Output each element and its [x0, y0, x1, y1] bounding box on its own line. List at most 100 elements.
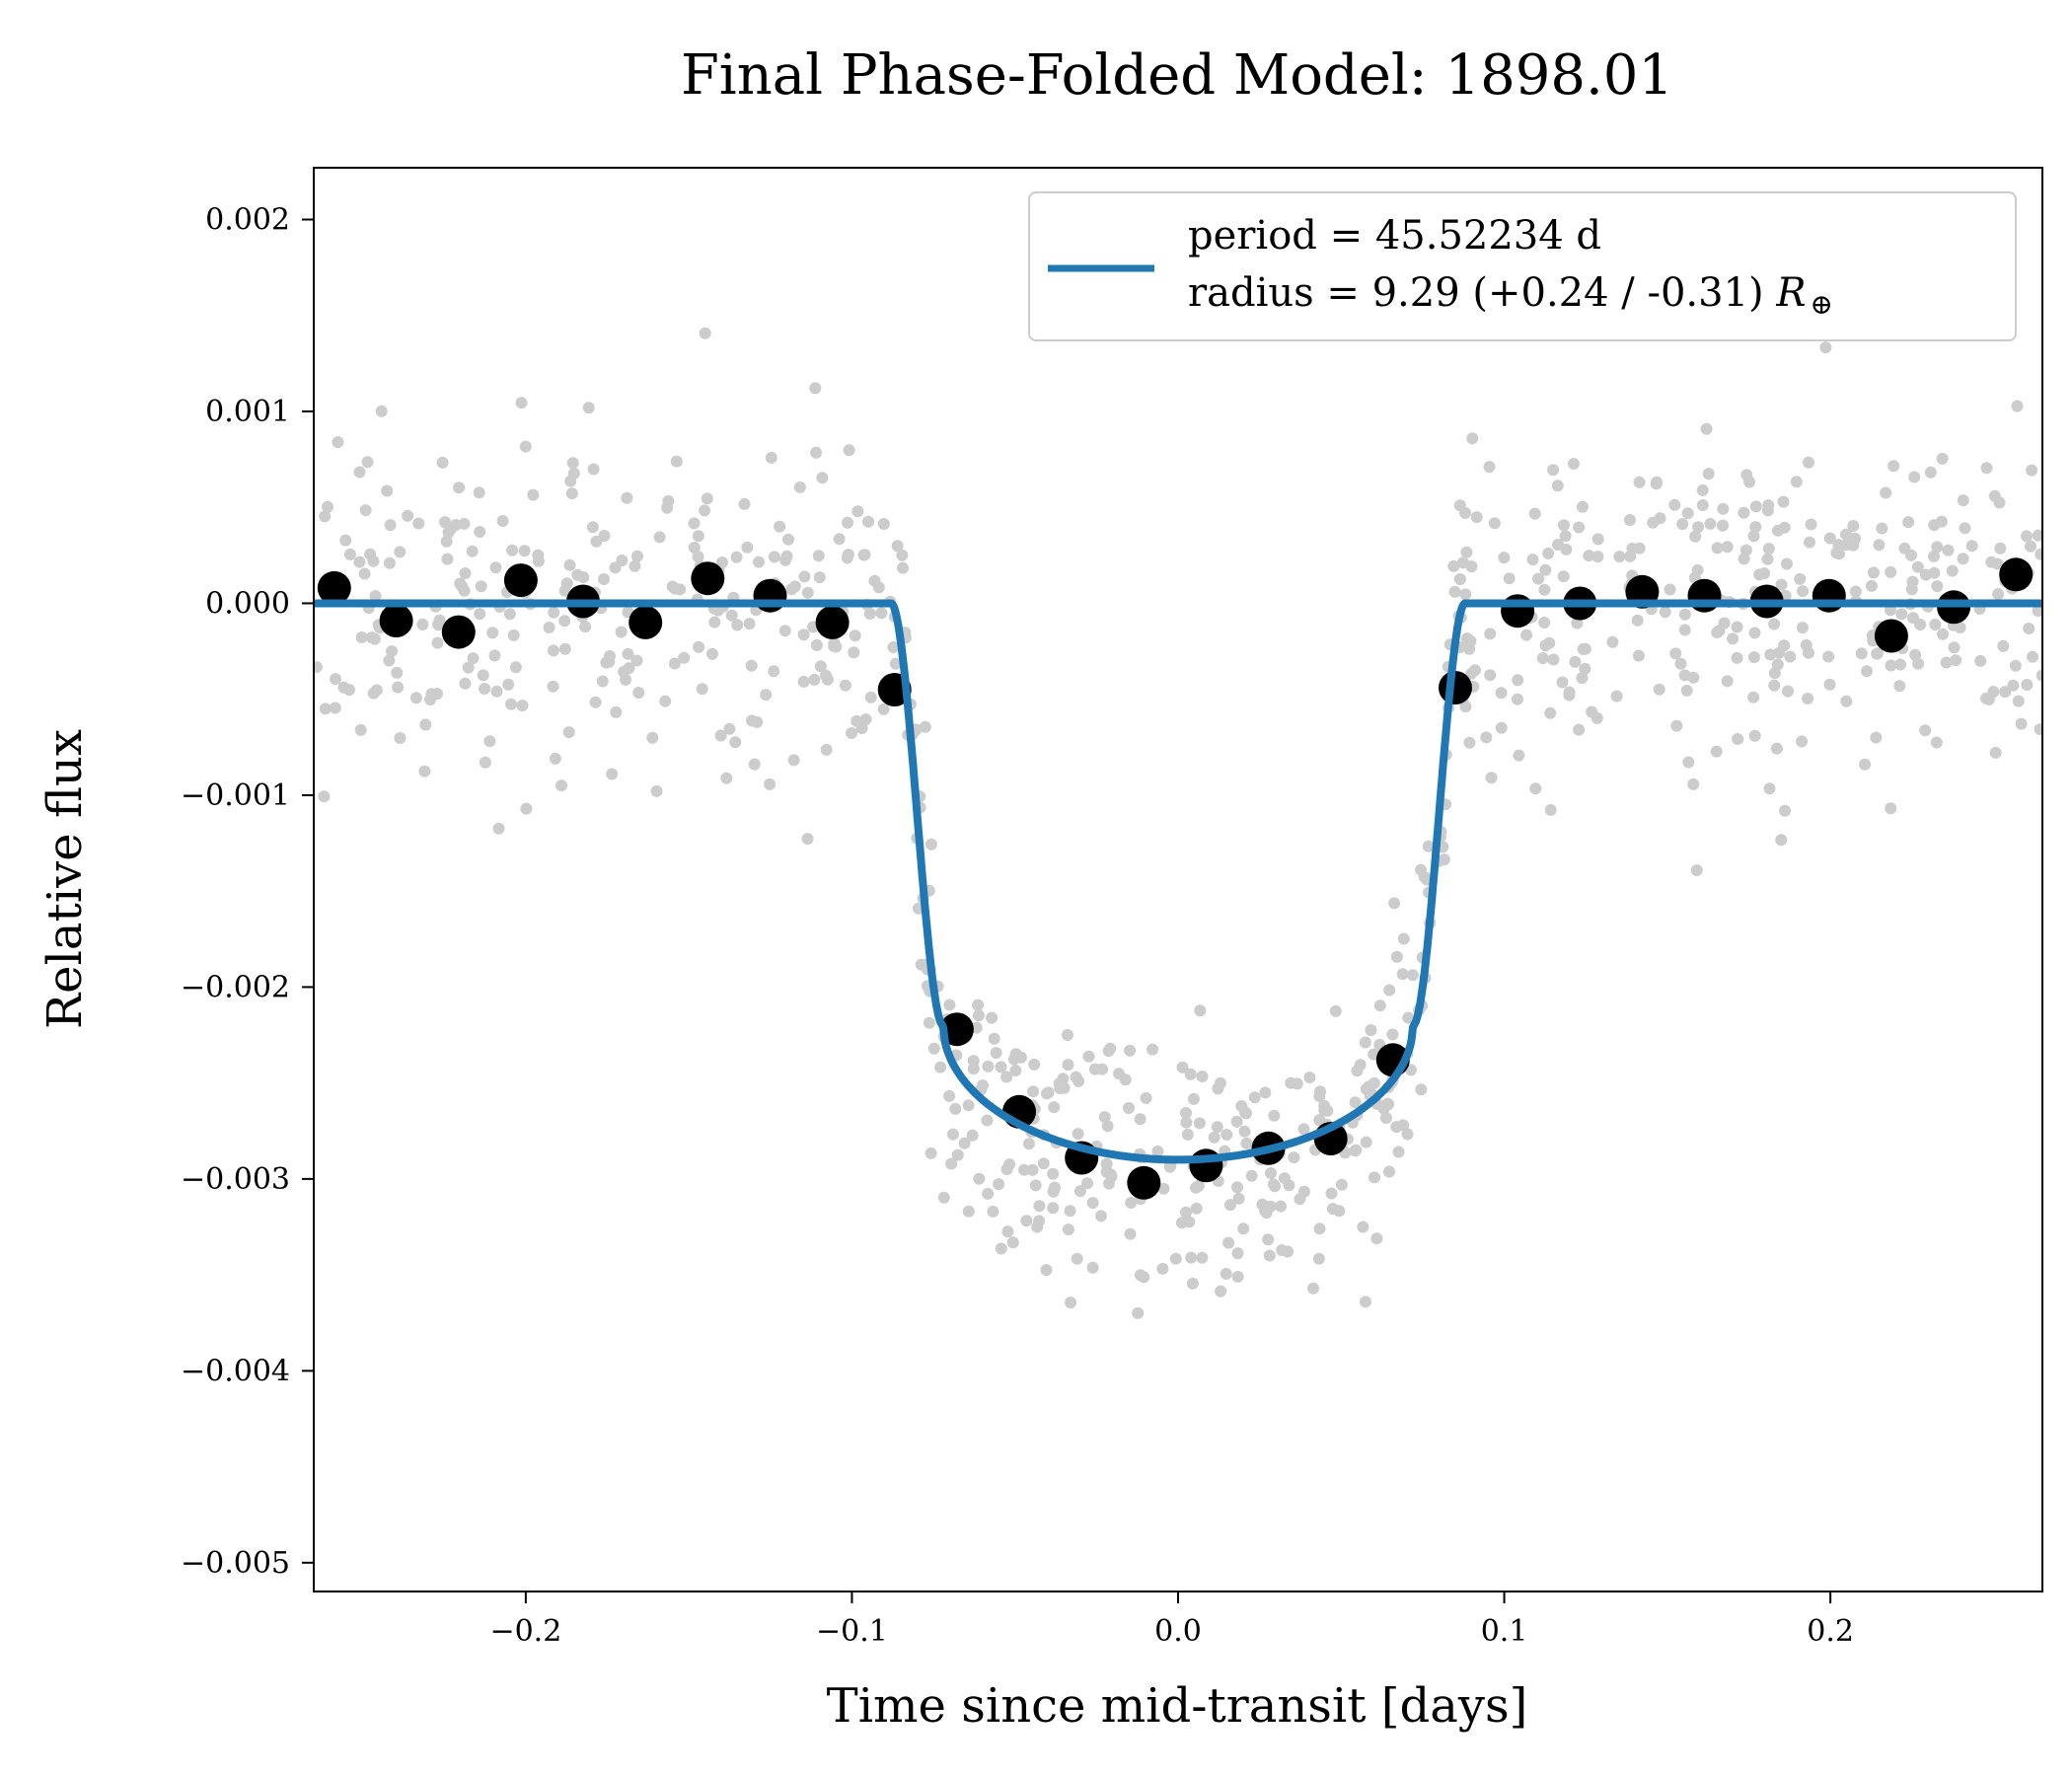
raw-data-point	[532, 549, 545, 561]
raw-data-point	[596, 675, 609, 688]
raw-data-point	[1297, 1123, 1310, 1136]
raw-data-point	[1912, 657, 1925, 670]
raw-data-point	[1929, 619, 1942, 630]
raw-data-point	[610, 705, 623, 718]
raw-data-point	[1483, 461, 1496, 474]
raw-data-point	[669, 582, 682, 595]
binned-data-point	[753, 578, 787, 613]
raw-data-point	[555, 779, 567, 792]
raw-data-point	[367, 555, 380, 567]
raw-data-point	[2034, 723, 2042, 736]
raw-data-point	[1388, 897, 1401, 910]
raw-data-point	[1125, 1197, 1138, 1209]
raw-data-point	[565, 487, 578, 500]
raw-data-point	[1208, 1131, 1221, 1144]
raw-data-point	[394, 546, 407, 558]
raw-data-point	[1185, 1251, 1198, 1264]
raw-data-point	[1782, 685, 1794, 698]
raw-data-point	[1894, 658, 1906, 671]
raw-data-point	[1288, 1151, 1300, 1164]
raw-data-point	[1690, 864, 1703, 876]
raw-data-point	[801, 586, 814, 599]
legend-radius-value: radius = 9.29 (+0.24 / -0.31)	[1188, 270, 1776, 316]
raw-data-point	[1447, 559, 1460, 572]
raw-data-point	[1930, 736, 1943, 749]
raw-data-point	[1402, 1011, 1415, 1024]
raw-data-point	[1448, 585, 1461, 598]
raw-data-point	[843, 444, 855, 457]
raw-data-point	[1294, 1193, 1306, 1206]
binned-data-point	[441, 615, 476, 649]
raw-data-point	[1547, 464, 1560, 477]
raw-data-point	[1779, 804, 1791, 817]
raw-data-point	[319, 510, 332, 523]
y-tick-label: 0.001	[205, 395, 290, 429]
raw-data-point	[925, 838, 937, 851]
raw-data-point	[1576, 672, 1589, 685]
raw-data-point	[1668, 498, 1681, 511]
raw-data-point	[547, 680, 559, 693]
raw-data-point	[849, 629, 861, 642]
raw-data-point	[1768, 679, 1781, 692]
raw-data-point	[1885, 565, 1897, 578]
raw-data-point	[598, 530, 611, 542]
raw-data-point	[1721, 675, 1734, 688]
raw-data-point	[842, 516, 854, 529]
raw-data-point	[768, 665, 780, 678]
raw-data-point	[1028, 1058, 1041, 1071]
raw-data-point	[1678, 608, 1691, 621]
raw-data-point	[2012, 695, 2025, 707]
raw-data-point	[474, 608, 486, 621]
raw-data-point	[659, 695, 672, 707]
raw-data-point	[1959, 522, 1971, 535]
raw-data-point	[1231, 1247, 1244, 1260]
raw-data-point	[1702, 468, 1715, 481]
raw-data-point	[1513, 749, 1525, 762]
raw-data-point	[343, 548, 356, 560]
raw-data-point	[505, 698, 517, 710]
raw-data-point	[1418, 870, 1431, 883]
raw-data-point	[1062, 1059, 1074, 1072]
raw-data-point	[1940, 656, 1953, 669]
raw-data-point	[1664, 583, 1676, 596]
raw-data-point	[1840, 695, 1853, 707]
raw-data-point	[875, 607, 888, 620]
raw-data-point	[1037, 1157, 1050, 1170]
raw-data-point	[369, 590, 382, 602]
raw-data-point	[1797, 585, 1810, 598]
raw-data-point	[793, 481, 806, 493]
raw-data-point	[1992, 588, 2005, 601]
binned-data-point	[1501, 594, 1535, 629]
raw-data-point	[1847, 520, 1860, 532]
raw-data-point	[1569, 655, 1582, 668]
raw-data-point	[2035, 548, 2042, 560]
raw-data-point	[1275, 1200, 1287, 1213]
y-tick-label: −0.001	[181, 778, 290, 813]
raw-data-point	[1484, 669, 1497, 682]
raw-data-point	[1192, 1179, 1205, 1192]
raw-data-point	[988, 1032, 1000, 1045]
raw-data-point	[631, 550, 643, 562]
raw-data-point	[1240, 1107, 1252, 1120]
raw-data-point	[586, 521, 599, 534]
raw-data-point	[416, 618, 429, 630]
raw-data-point	[1047, 1167, 1060, 1180]
raw-data-point	[1231, 1271, 1244, 1283]
raw-data-point	[1586, 705, 1598, 718]
raw-data-point	[812, 550, 825, 562]
legend-radius-label: radius = 9.29 (+0.24 / -0.31) R ⊕	[1188, 270, 1833, 321]
raw-data-point	[2027, 650, 2038, 663]
raw-data-point	[1283, 1179, 1295, 1192]
raw-data-point	[496, 515, 509, 527]
raw-data-point	[1183, 1216, 1196, 1228]
raw-data-point	[1687, 777, 1700, 790]
raw-data-point	[859, 713, 872, 726]
raw-data-point	[1610, 690, 1623, 703]
raw-data-point	[1335, 1178, 1348, 1191]
raw-data-point	[1965, 540, 1978, 553]
raw-data-point	[515, 397, 528, 409]
raw-data-point	[547, 644, 559, 657]
raw-data-point	[1762, 543, 1775, 555]
raw-data-point	[741, 541, 754, 554]
raw-data-point	[1633, 476, 1646, 488]
